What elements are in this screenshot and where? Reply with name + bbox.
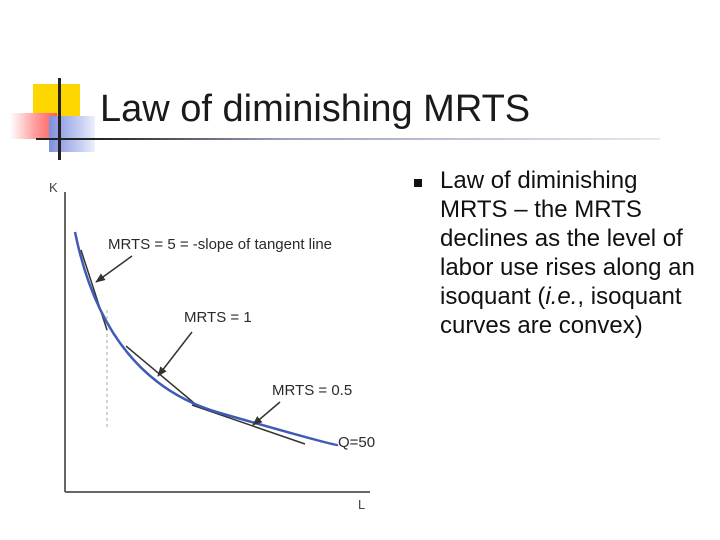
isoquant-curve bbox=[73, 231, 339, 447]
arrow-mrts-0-5 bbox=[252, 401, 281, 426]
annotation-mrts-0-5: MRTS = 0.5 bbox=[272, 382, 352, 399]
x-axis-label: L bbox=[358, 497, 365, 512]
decor-blue-square bbox=[49, 116, 95, 152]
bullet-text-part-1: Law of diminishing MRTS – the MRTS decli… bbox=[440, 167, 695, 310]
isoquant-label: Q=50 bbox=[338, 434, 375, 451]
bullet-text-italic: i.e. bbox=[545, 283, 578, 310]
annotation-mrts-1: MRTS = 1 bbox=[184, 309, 252, 326]
y-axis-label: K bbox=[49, 180, 58, 195]
decor-vertical-line bbox=[58, 78, 61, 160]
title-underline bbox=[36, 138, 660, 140]
bullet-text-part-2: , isoquant curves are convex) bbox=[440, 283, 682, 339]
isoquant-diagram: K L Q=50 MRTS = 5 = -slope of tangent li… bbox=[49, 180, 375, 512]
arrow-mrts-1 bbox=[157, 331, 193, 377]
bullet-marker bbox=[414, 179, 422, 187]
annotation-mrts-5: MRTS = 5 = -slope of tangent line bbox=[108, 236, 332, 253]
bullet-text: Law of diminishing MRTS – the MRTS decli… bbox=[440, 166, 710, 340]
tangent-line-mrts-0-5 bbox=[191, 404, 306, 445]
arrow-mrts-5 bbox=[95, 255, 133, 283]
slide-title: Law of diminishing MRTS bbox=[100, 88, 531, 130]
